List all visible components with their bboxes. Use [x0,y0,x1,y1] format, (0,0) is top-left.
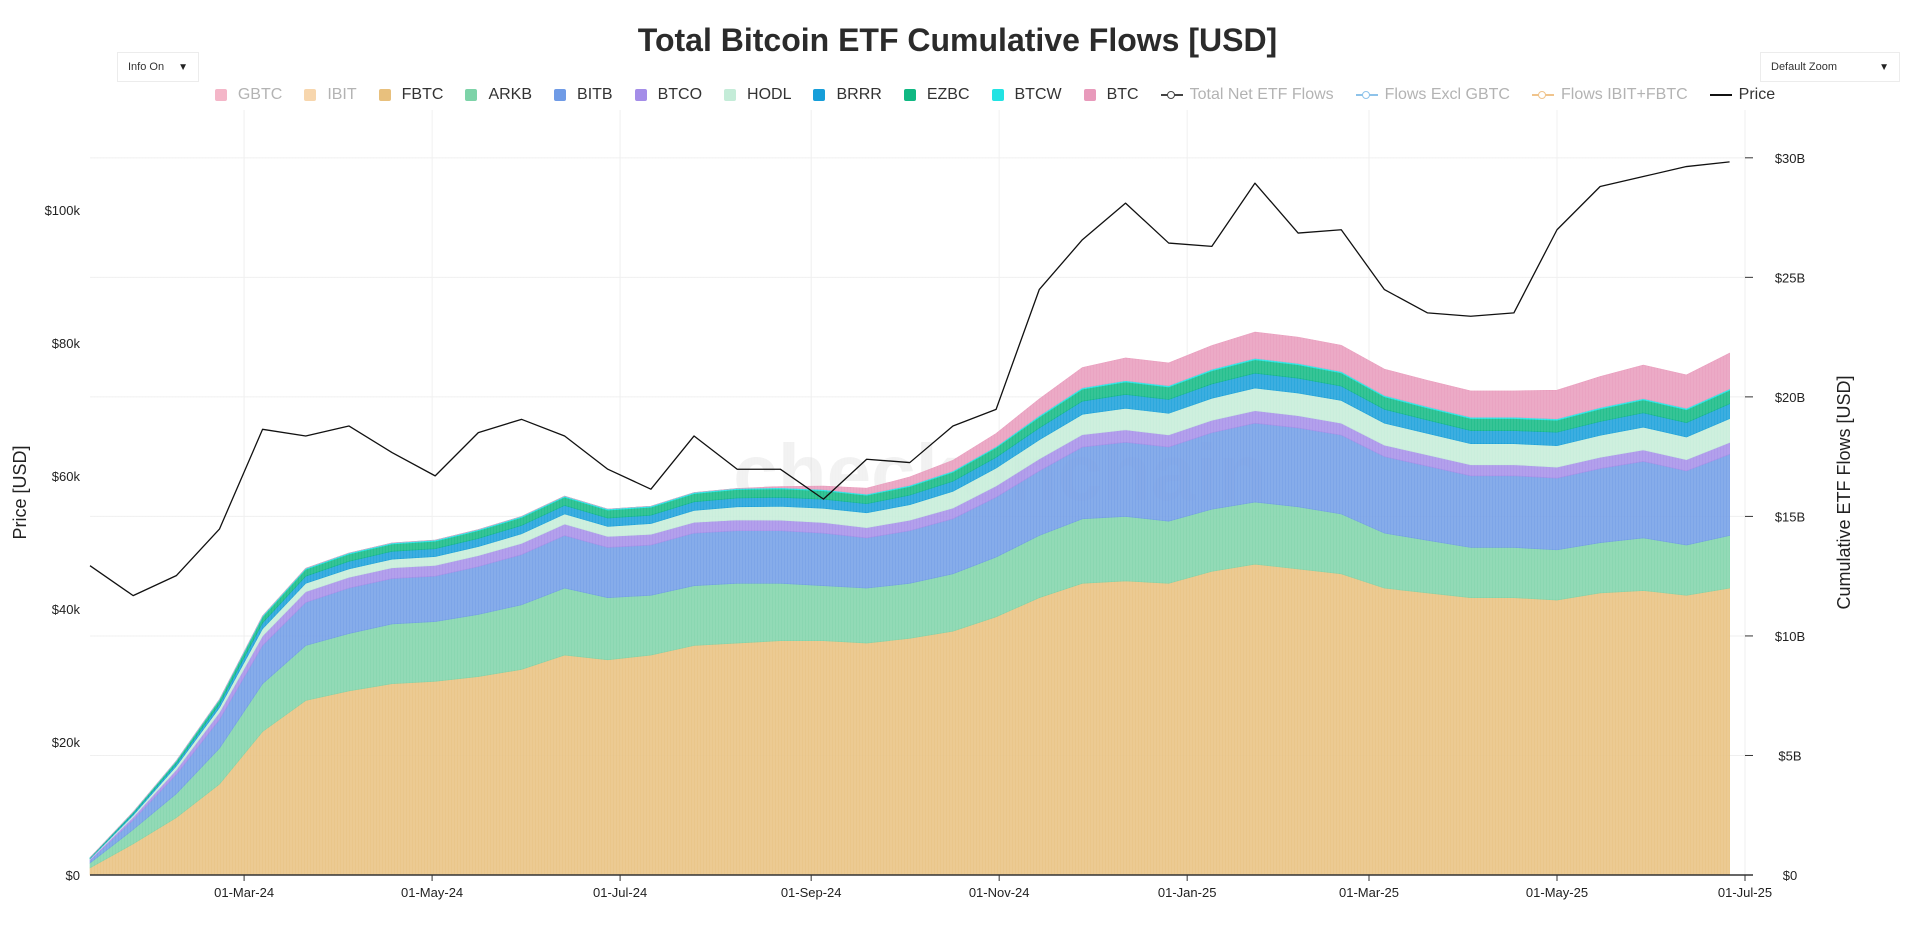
legend-item-ibit[interactable]: IBIT [304,86,357,104]
legend-swatch [554,89,567,101]
legend-label: Price [1738,86,1776,103]
x-tick-label: 01-Jan-25 [1158,885,1217,900]
legend-label: Flows Excl GBTC [1384,86,1510,103]
legend-label: Flows IBIT+FBTC [1560,86,1688,103]
chart-legend: GBTC IBIT FBTC ARKB BITB BTCO HODL BRRR EZBC BTCW… [200,86,1790,104]
y-right-tick-label: $25B [1775,270,1805,285]
legend-swatch [724,89,737,101]
y-right-axis-label: Cumulative ETF Flows [USD] [1834,375,1854,609]
y-right-tick-label: $10B [1775,629,1805,644]
legend-item-total-net-etf-flows[interactable]: Total Net ETF Flows [1160,86,1334,104]
bar-stripes [89,110,1729,875]
info-toggle-select[interactable]: Info On ▼ [117,52,199,82]
area-layers [89,110,1730,876]
y-right-tick-label: $30B [1775,151,1805,166]
info-toggle-label: Info On [128,61,165,73]
x-tick-label: 01-Mar-25 [1339,885,1399,900]
y-left-tick-label: $100k [45,203,81,218]
legend-item-price[interactable]: Price [1709,86,1776,104]
legend-swatch [903,89,916,101]
y-right-tick-label: $5B [1778,748,1801,763]
y-right-tick-label: $20B [1775,390,1805,405]
zoom-select-label: Default Zoom [1771,61,1838,73]
legend-item-arkb[interactable]: ARKB [465,86,532,104]
x-tick-label: 01-Mar-24 [214,885,274,900]
legend-item-fbtc[interactable]: FBTC [378,86,444,104]
legend-item-gbtc[interactable]: GBTC [214,86,283,104]
legend-label: BTC [1106,86,1139,103]
legend-swatch [813,89,826,101]
y-left-tick-label: $20k [52,735,81,750]
legend-line-swatch [1531,91,1554,99]
legend-label: BTCW [1014,86,1062,103]
legend-label: BRRR [836,86,882,103]
chart-title: Total Bitcoin ETF Cumulative Flows [USD] [637,22,1278,58]
legend-label: Total Net ETF Flows [1189,86,1334,103]
y-left-tick-label: $40k [52,602,81,617]
legend-swatch [991,89,1004,101]
x-tick-label: 01-Jul-24 [593,885,647,900]
x-tick-label: 01-May-25 [1526,885,1588,900]
y-right-tick-label: $15B [1775,509,1805,524]
legend-item-brrr[interactable]: BRRR [813,86,882,104]
x-tick-label: 01-Sep-24 [781,885,842,900]
legend-swatch [304,89,317,101]
legend-item-hodl[interactable]: HODL [724,86,791,104]
legend-label: FBTC [401,86,444,103]
legend-swatch [465,89,478,101]
x-tick-label: 01-Jul-25 [1718,885,1772,900]
legend-label: HODL [747,86,792,103]
zoom-select[interactable]: Default Zoom ▼ [1760,52,1900,82]
y-left-tick-label: $80k [52,336,81,351]
legend-item-flows-ibit-fbtc[interactable]: Flows IBIT+FBTC [1531,86,1688,104]
legend-label: ARKB [488,86,533,103]
price-line-group [89,161,1730,597]
legend-label: BITB [577,86,613,103]
legend-label: BTCO [657,86,703,103]
legend-item-ezbc[interactable]: EZBC [903,86,970,104]
x-tick-label: 01-May-24 [401,885,463,900]
legend-label: EZBC [926,86,970,103]
legend-line-swatch [1709,94,1732,96]
y-left-tick-label: $0 [66,868,80,883]
legend-item-flows-excl-gbtc[interactable]: Flows Excl GBTC [1355,86,1510,104]
legend-item-btco[interactable]: BTCO [634,86,703,104]
area-series-btc [89,331,1730,858]
legend-line-swatch [1355,91,1378,99]
legend-item-btcw[interactable]: BTCW [991,86,1062,104]
y-right-tick-label: $0 [1783,868,1797,883]
legend-line-swatch [1160,91,1183,99]
legend-label: GBTC [237,86,283,103]
x-tick-label: 01-Nov-24 [969,885,1030,900]
y-left-axis-label: Price [USD] [10,445,30,539]
price-line [89,161,1730,597]
legend-item-btc[interactable]: BTC [1083,86,1139,104]
chevron-down-icon: ▼ [178,61,188,73]
legend-swatch [1083,89,1096,101]
chart-axes: 01-Mar-24 01-May-24 01-Jul-24 01-Sep-24 01-N… [10,151,1854,900]
y-left-tick-label: $60k [52,469,81,484]
legend-swatch [214,89,227,101]
chevron-down-icon: ▼ [1879,61,1889,73]
legend-swatch [634,89,647,101]
legend-label: IBIT [327,86,357,103]
legend-swatch [378,89,391,101]
legend-item-bitb[interactable]: BITB [554,86,613,104]
